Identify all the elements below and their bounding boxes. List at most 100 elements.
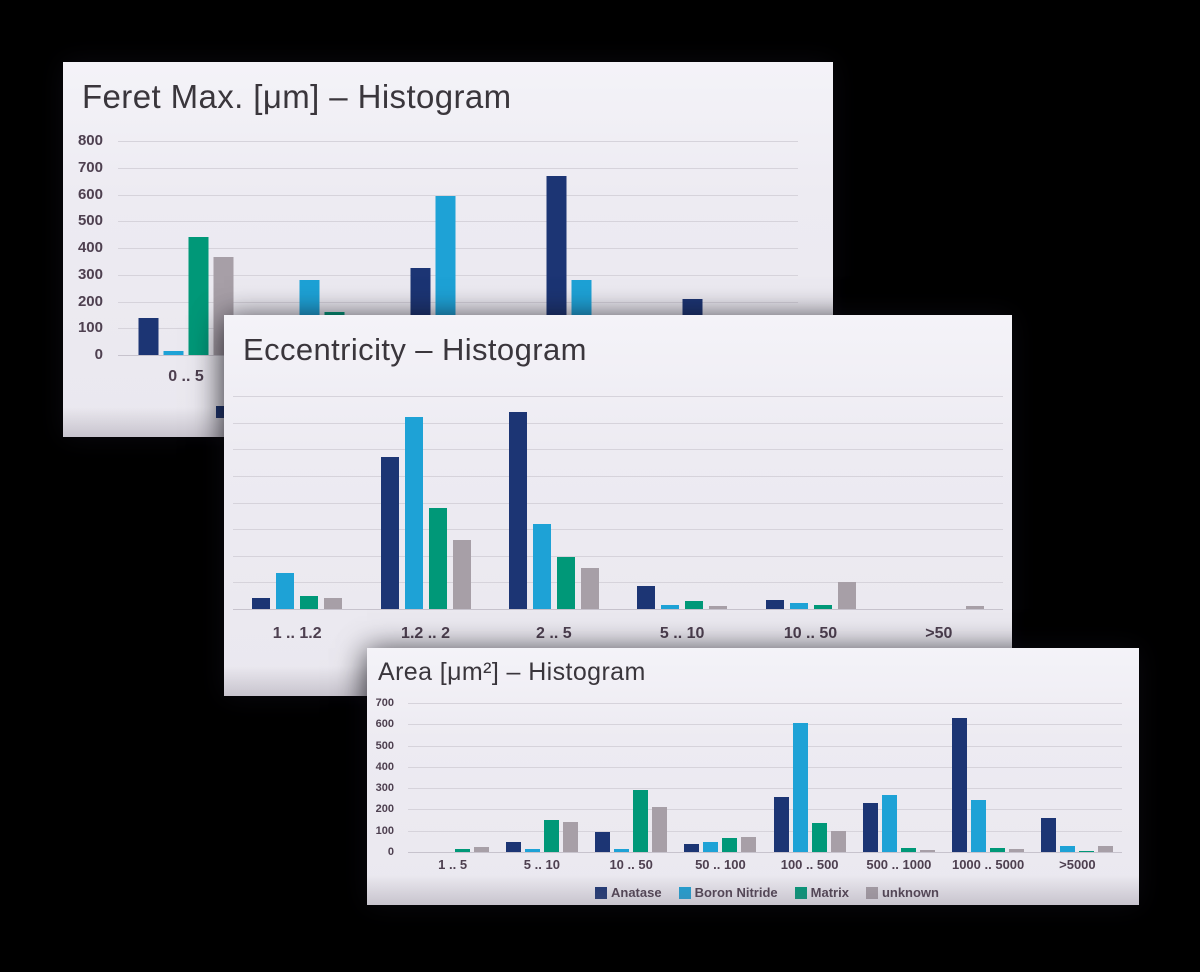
gridline xyxy=(118,167,798,169)
bar-matrix xyxy=(811,823,827,852)
legend-label: unknown xyxy=(881,885,939,900)
bar-boron-nitride xyxy=(661,605,680,609)
bar-group xyxy=(595,703,668,852)
legend-swatch-boron-nitride xyxy=(678,886,691,899)
bar-unknown xyxy=(709,606,728,609)
gridline xyxy=(408,703,1122,704)
eccentricity-histogram-panel: Eccentricity – Histogram 1 .. 1.2 1.2 .. … xyxy=(224,315,1012,696)
x-axis-category-label: 2 .. 5 xyxy=(536,625,572,642)
gridline xyxy=(408,766,1122,768)
bar-anatase xyxy=(684,844,700,852)
chart-legend: Anatase Boron Nitride Matrix unknown xyxy=(595,885,939,900)
bar-anatase xyxy=(138,318,159,355)
bar-unknown xyxy=(324,598,343,609)
gridline xyxy=(118,194,798,196)
legend-item: unknown xyxy=(865,885,939,900)
x-axis-category-label: 50 .. 100 xyxy=(695,857,746,872)
bar-unknown xyxy=(1009,849,1025,852)
bar-unknown xyxy=(837,582,856,609)
bar-matrix xyxy=(556,557,575,609)
legend-item: Boron Nitride xyxy=(678,885,778,900)
y-axis-tick-label: 200 xyxy=(375,803,394,816)
bar-matrix xyxy=(454,849,470,852)
bar-boron-nitride xyxy=(971,800,987,852)
chart-title: Area [μm²] – Histogram xyxy=(378,658,646,686)
bar-boron-nitride xyxy=(792,723,808,852)
y-axis-tick-label: 600 xyxy=(77,185,103,203)
y-axis-tick-label: 400 xyxy=(375,760,394,773)
bar-boron-nitride xyxy=(524,849,540,852)
y-axis-tick-label: 700 xyxy=(375,697,394,709)
x-axis-category-label: 100 .. 500 xyxy=(780,857,839,872)
area-histogram-panel: Area [μm²] – Histogram 700 600 500 400 300 20… xyxy=(367,648,1139,905)
gridline xyxy=(408,830,1122,832)
bar-group xyxy=(765,396,856,609)
legend-swatch-anatase xyxy=(595,886,607,899)
bar-boron-nitride xyxy=(1060,846,1076,852)
gridline xyxy=(233,422,1003,424)
gridline xyxy=(233,609,1003,610)
gridline xyxy=(408,788,1122,790)
bar-matrix xyxy=(188,237,209,355)
bar-anatase xyxy=(862,803,878,852)
bar-group xyxy=(773,703,846,852)
gridline xyxy=(408,724,1122,726)
bar-anatase xyxy=(595,832,611,852)
y-axis-tick-label: 700 xyxy=(77,158,103,176)
bar-group xyxy=(952,703,1025,852)
legend-label: Matrix xyxy=(810,885,849,900)
gridline xyxy=(233,475,1003,477)
gridline xyxy=(408,852,1122,853)
bar-unknown xyxy=(830,831,846,852)
bar-unknown xyxy=(1098,846,1114,852)
x-axis-category-label: 1 .. 5 xyxy=(438,857,468,872)
bar-anatase xyxy=(380,457,399,609)
bar-group xyxy=(138,141,234,355)
gridline xyxy=(233,555,1003,557)
y-axis-tick-label: 100 xyxy=(375,824,394,837)
legend-label: Anatase xyxy=(611,885,662,900)
bar-anatase xyxy=(773,797,789,852)
bar-anatase xyxy=(765,600,784,609)
bar-boron-nitride xyxy=(614,849,630,852)
bar-unknown xyxy=(452,540,471,609)
bar-boron-nitride xyxy=(881,795,897,852)
bar-matrix xyxy=(633,790,649,852)
legend-label: Boron Nitride xyxy=(694,885,778,900)
bar-unknown xyxy=(652,807,668,852)
bar-unknown xyxy=(919,850,935,852)
y-axis-tick-label: 300 xyxy=(375,782,394,795)
bar-unknown xyxy=(562,822,578,852)
bar-matrix xyxy=(900,848,916,852)
chart-title: Feret Max. [μm] – Histogram xyxy=(82,78,512,115)
bar-matrix xyxy=(685,601,704,609)
x-axis-category-label: >5000 xyxy=(1059,857,1096,872)
x-axis-category-label: 1 .. 1.2 xyxy=(272,625,322,642)
bar-group xyxy=(252,396,343,609)
bar-unknown xyxy=(580,568,599,609)
bar-unknown xyxy=(741,837,757,852)
bar-boron-nitride xyxy=(703,842,719,852)
chart-title: Eccentricity – Histogram xyxy=(243,332,587,367)
y-axis-tick-label: 500 xyxy=(77,212,103,230)
gridline xyxy=(118,274,798,276)
bar-group xyxy=(505,703,578,852)
bar-unknown xyxy=(473,847,489,852)
gridline xyxy=(118,221,798,223)
bar-boron-nitride xyxy=(163,351,184,355)
bar-unknown xyxy=(965,606,984,609)
bar-boron-nitride xyxy=(789,603,808,609)
bar-matrix xyxy=(813,605,832,609)
bar-matrix xyxy=(543,820,559,852)
legend-item: Matrix xyxy=(794,885,849,900)
bar-group xyxy=(1041,703,1114,852)
legend-swatch-matrix xyxy=(794,886,807,899)
y-axis-tick-label: 800 xyxy=(77,132,103,149)
bar-group xyxy=(637,396,728,609)
bar-group xyxy=(380,396,471,609)
gridline xyxy=(233,529,1003,531)
gridline xyxy=(233,449,1003,451)
bar-anatase xyxy=(952,718,968,852)
bar-anatase xyxy=(508,412,527,609)
